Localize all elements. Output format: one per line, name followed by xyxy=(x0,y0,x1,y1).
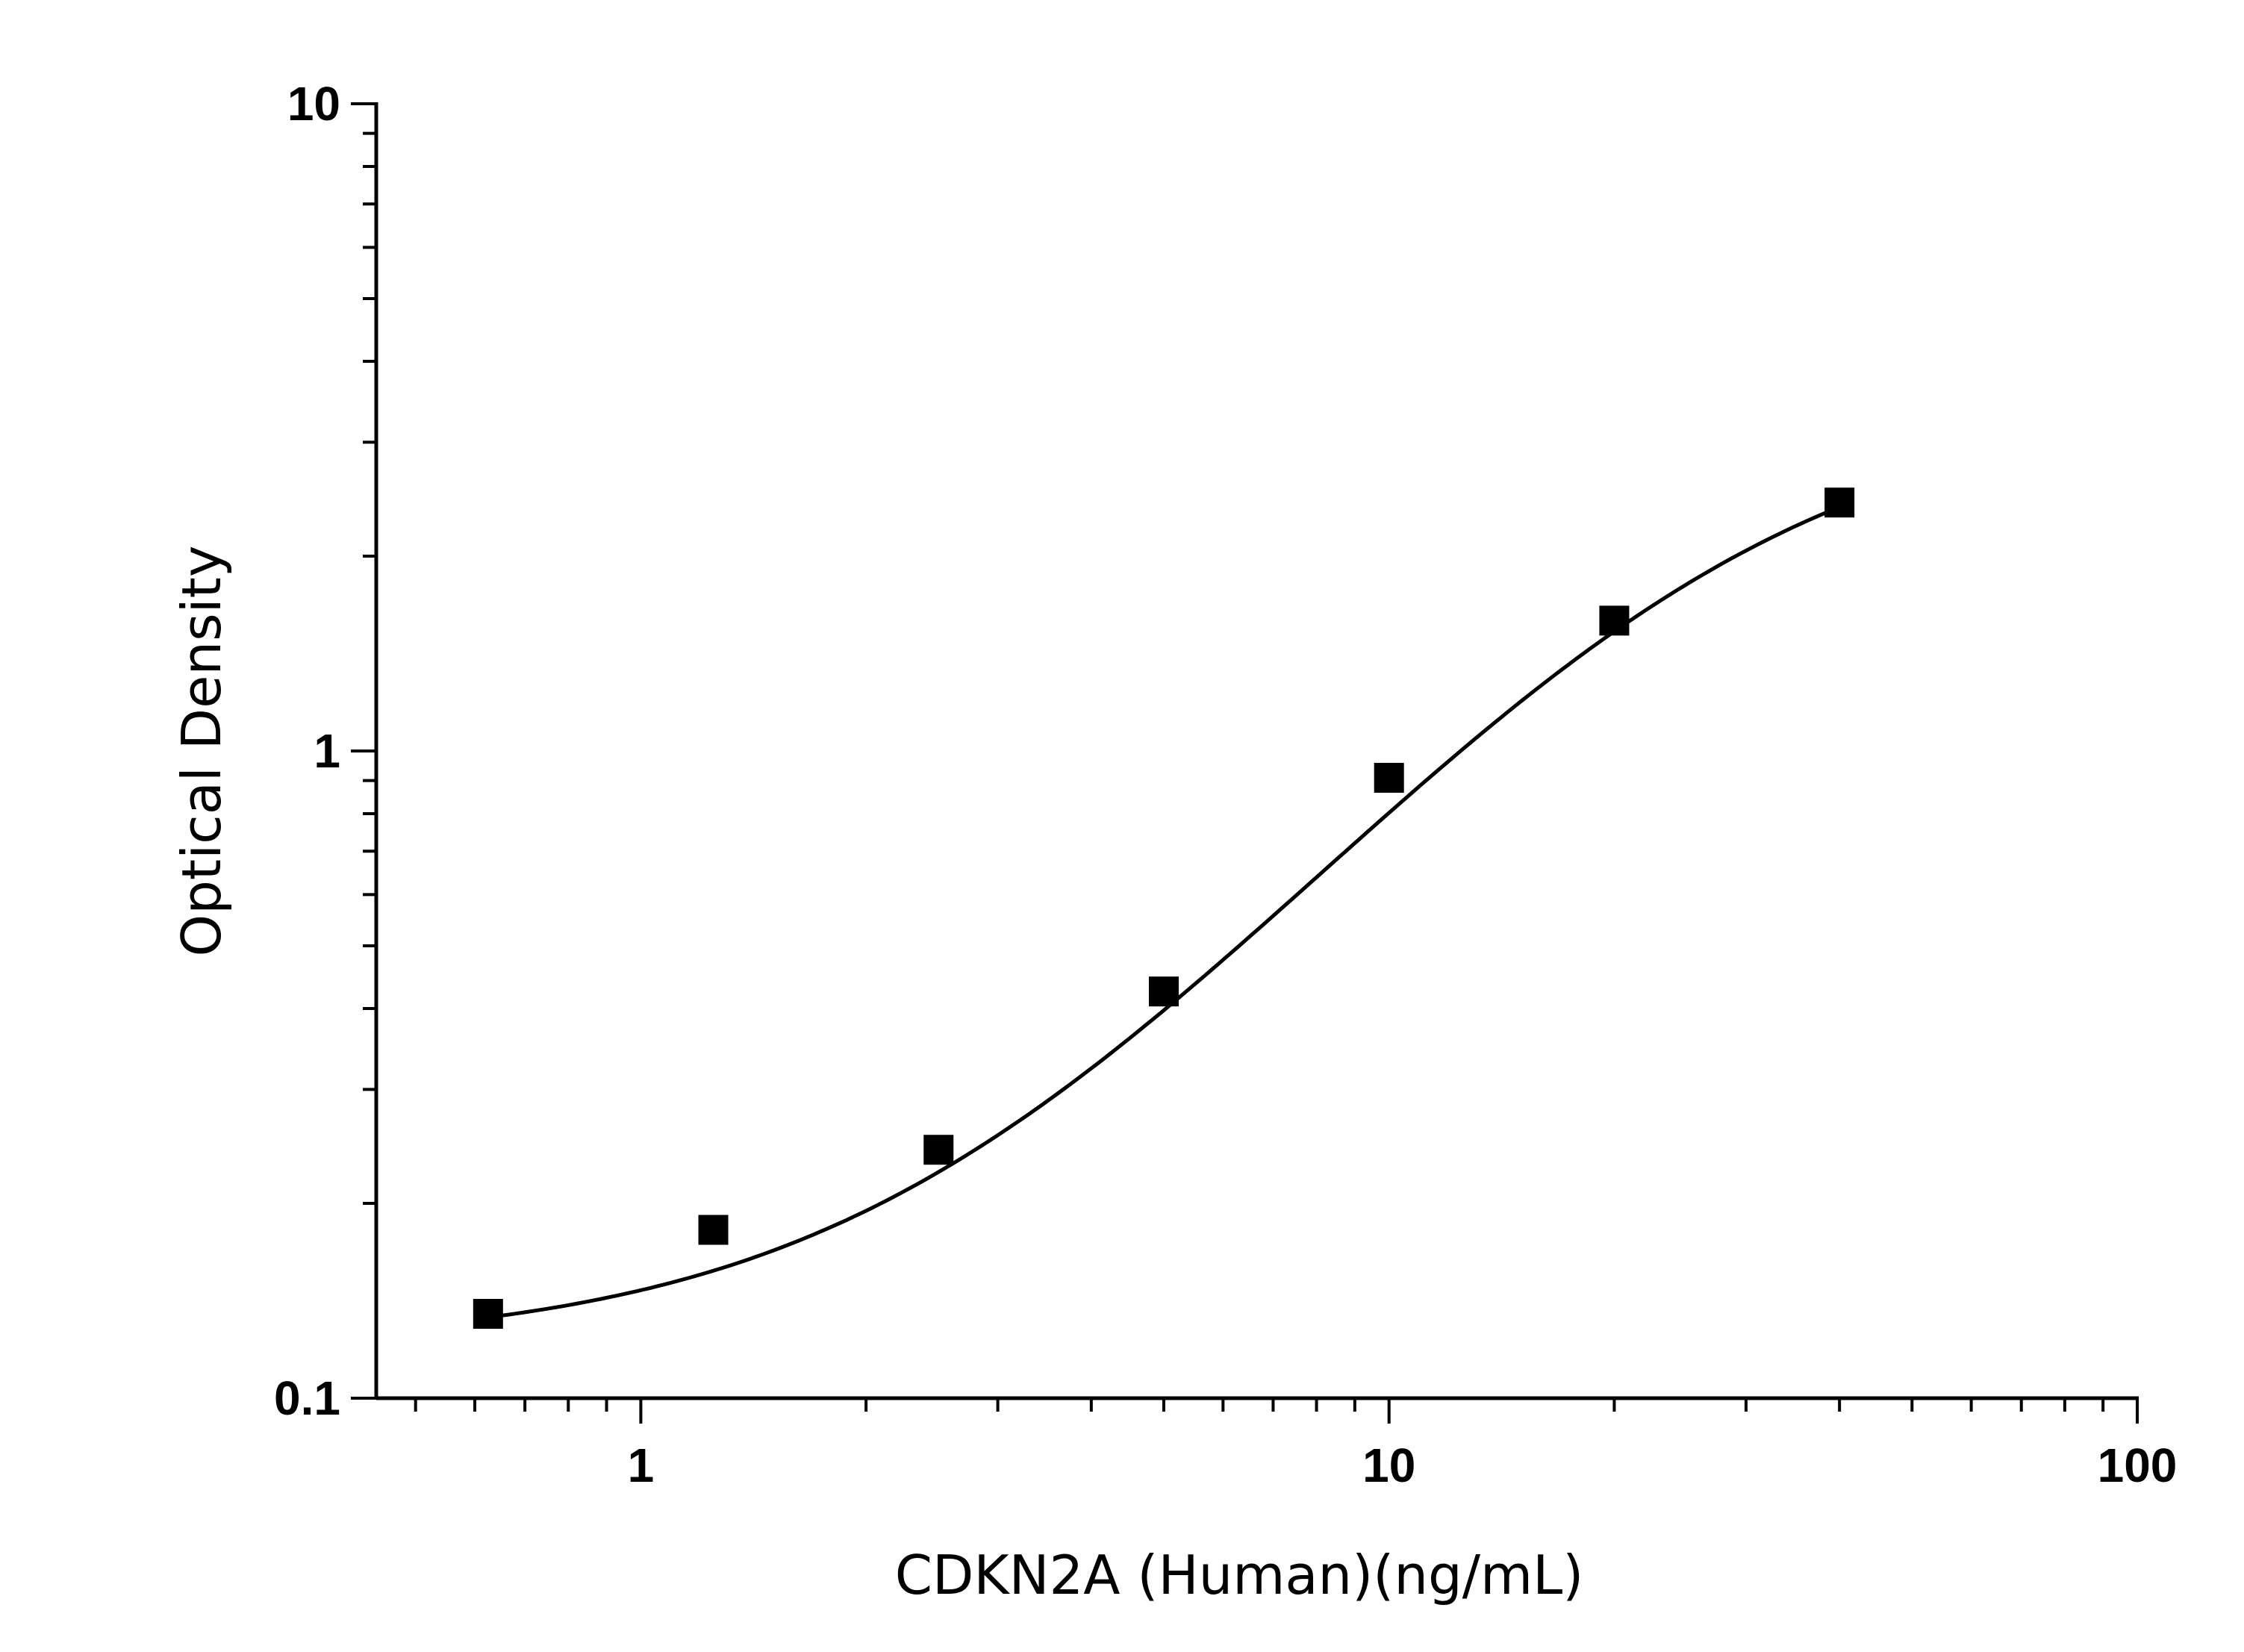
x-tick-label: 1 xyxy=(628,1439,655,1492)
tick-labels: 1 10 100 0.1 1 10 xyxy=(274,77,2177,1492)
axes xyxy=(351,102,2139,1424)
data-point xyxy=(473,1299,503,1330)
data-point xyxy=(1599,605,1630,636)
x-axis-title: CDKN2A (Human)(ng/mL) xyxy=(895,1544,1584,1606)
y-axis-title: Optical Density xyxy=(170,546,233,957)
data-points xyxy=(473,487,1855,1330)
fit-curve xyxy=(487,505,1841,1320)
data-point xyxy=(1824,487,1855,518)
data-point xyxy=(1148,976,1179,1007)
x-tick-label: 10 xyxy=(1362,1439,1415,1492)
y-tick-label: 0.1 xyxy=(274,1371,340,1425)
y-tick-label: 10 xyxy=(287,77,340,131)
data-point xyxy=(923,1135,954,1165)
data-point xyxy=(1374,762,1404,793)
x-tick-label: 100 xyxy=(2098,1439,2178,1492)
y-tick-label: 1 xyxy=(314,724,340,778)
data-point xyxy=(698,1215,729,1245)
